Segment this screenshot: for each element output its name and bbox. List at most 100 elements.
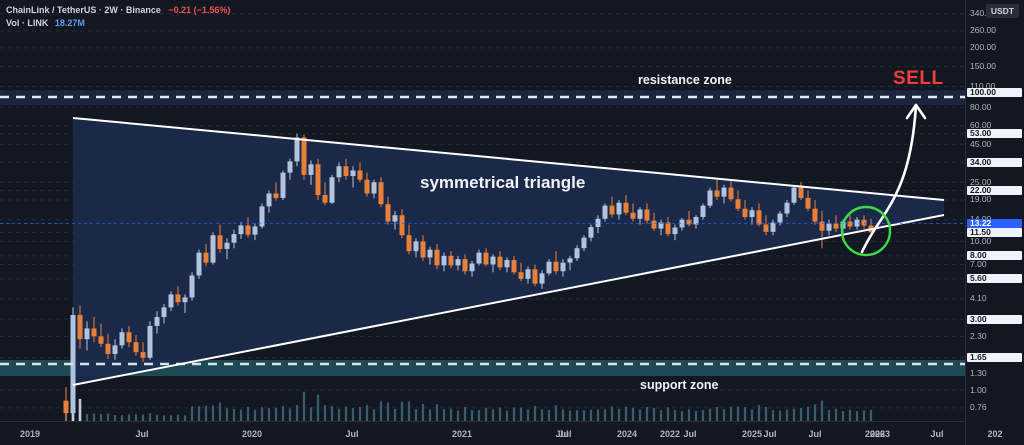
- volume-bar: [715, 406, 719, 421]
- candle-body: [147, 325, 153, 358]
- volume-bar: [638, 409, 642, 421]
- candle-body: [469, 263, 475, 272]
- candle-body: [371, 182, 377, 194]
- candle-body: [707, 190, 713, 206]
- volume-bar: [351, 408, 355, 421]
- volume-bar: [463, 406, 467, 421]
- volume-bar: [855, 411, 859, 421]
- candle-body: [385, 204, 391, 222]
- volume-bar: [337, 408, 341, 421]
- sell-signal-label: SELL: [893, 68, 944, 89]
- volume-bar: [358, 407, 362, 421]
- candle-body: [287, 161, 293, 173]
- volume-bar: [526, 409, 530, 421]
- candle-body: [490, 256, 496, 265]
- volume-bar: [393, 409, 397, 421]
- candle-body: [511, 259, 517, 273]
- candle-body: [427, 249, 433, 258]
- price-tick: 5.60: [967, 274, 1022, 284]
- candle-body: [175, 294, 181, 303]
- volume-legend-row[interactable]: Vol · LINK 18.27M: [6, 17, 230, 29]
- volume-bar: [645, 406, 649, 421]
- price-tick: 8.00: [967, 251, 1022, 261]
- volume-bar: [757, 405, 761, 421]
- volume-bar: [302, 391, 306, 421]
- candle-body: [420, 241, 426, 258]
- volume-bar: [477, 410, 481, 421]
- candle-body: [357, 170, 363, 180]
- candle-body: [140, 352, 146, 358]
- candle-body: [112, 345, 118, 354]
- volume-bar: [624, 406, 628, 421]
- time-tick: Jul: [930, 429, 944, 439]
- volume-bar: [701, 410, 705, 421]
- candle-body: [560, 262, 566, 272]
- time-tick: Jul: [555, 429, 569, 439]
- volume-bar: [470, 410, 474, 421]
- chart-plot-area[interactable]: [0, 0, 965, 421]
- candle-body: [476, 252, 482, 264]
- volume-bar: [449, 408, 453, 421]
- candle-body: [623, 202, 629, 213]
- price-tick: 3.00: [967, 314, 1022, 324]
- volume-bar: [617, 408, 621, 421]
- price-tick: 200.00: [970, 42, 996, 53]
- volume-bar: [848, 409, 852, 421]
- candle-body: [497, 256, 503, 268]
- time-axis[interactable]: 2019 Jul 2020 Jul 2021 Jul 2022 Jul 2023 Jul 2024 J…: [0, 421, 1003, 445]
- candle-body: [525, 269, 531, 279]
- candle-body: [833, 223, 839, 229]
- volume-bar: [106, 413, 110, 421]
- volume-bar: [162, 415, 166, 421]
- volume-bar: [841, 411, 845, 421]
- volume-bar: [148, 413, 152, 421]
- candle-body: [448, 255, 454, 266]
- candle-body: [665, 222, 671, 235]
- candle-body: [854, 219, 860, 227]
- highlight-circle: [840, 205, 892, 257]
- candle-body: [63, 400, 69, 414]
- candle-body: [126, 332, 132, 343]
- volume-bar: [407, 401, 411, 421]
- candle-body: [350, 170, 356, 177]
- symmetrical-triangle-label: symmetrical triangle: [420, 173, 586, 192]
- candle-body: [238, 225, 244, 235]
- symbol-legend-row[interactable]: ChainLink / TetherUS · 2W · Binance −0.2…: [6, 4, 230, 16]
- volume-bar: [239, 409, 243, 421]
- candle-body: [98, 336, 104, 344]
- price-tick: 7.00: [970, 258, 987, 269]
- volume-bar: [435, 404, 439, 421]
- candle-body: [749, 210, 755, 217]
- volume-bar: [246, 406, 250, 421]
- volume-bar: [869, 409, 873, 421]
- volume-bar: [232, 409, 236, 421]
- candle-body: [413, 241, 419, 252]
- candle-body: [441, 255, 447, 266]
- candle-body: [210, 235, 216, 263]
- candle-body: [826, 223, 832, 231]
- candle-body: [231, 234, 237, 243]
- candle-body: [777, 213, 783, 223]
- support-zone-label: support zone: [640, 378, 719, 392]
- candle-body: [133, 342, 139, 353]
- volume-bar: [512, 407, 516, 421]
- volume-bar: [169, 415, 173, 421]
- volume-bar: [316, 394, 320, 421]
- candle-body: [301, 137, 307, 175]
- volume-bar: [694, 411, 698, 421]
- resistance-zone-label: resistance zone: [638, 73, 732, 87]
- candle-body: [609, 205, 615, 215]
- volume-bar: [666, 407, 670, 421]
- volume-bar: [85, 413, 89, 421]
- candle-body: [329, 177, 335, 203]
- currency-badge[interactable]: USDT: [985, 4, 1019, 18]
- volume-bar: [736, 406, 740, 421]
- volume-bar: [113, 415, 117, 421]
- price-axis[interactable]: USDT 340.00 260.00 200.00 150.00 110.00 100.0…: [965, 0, 1024, 445]
- volume-value: 18.27M: [54, 18, 85, 28]
- candle-body: [861, 219, 867, 226]
- symbol-label: ChainLink / TetherUS · 2W · Binance: [6, 5, 161, 15]
- candle-body: [245, 225, 251, 235]
- volume-bar: [799, 408, 803, 421]
- volume-bar: [99, 413, 103, 421]
